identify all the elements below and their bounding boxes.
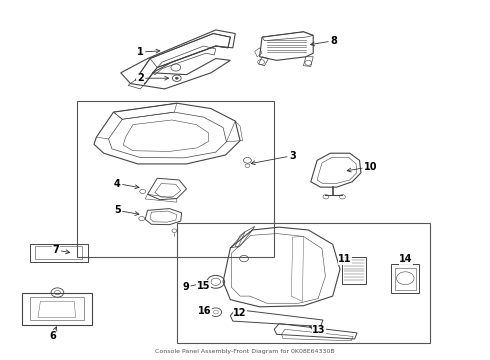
Text: 12: 12 bbox=[233, 308, 247, 318]
Text: 4: 4 bbox=[114, 179, 139, 189]
Text: 3: 3 bbox=[251, 151, 295, 165]
Text: 1: 1 bbox=[137, 47, 160, 57]
Text: 5: 5 bbox=[114, 205, 139, 216]
Circle shape bbox=[175, 77, 178, 79]
Bar bbox=[395, 268, 416, 290]
Text: 13: 13 bbox=[310, 325, 326, 335]
Bar bbox=[77, 102, 274, 257]
Text: 15: 15 bbox=[197, 281, 210, 291]
Bar bbox=[30, 244, 88, 262]
Text: 8: 8 bbox=[311, 36, 337, 46]
Text: 7: 7 bbox=[52, 245, 70, 255]
Bar bbox=[177, 223, 430, 342]
Bar bbox=[30, 297, 84, 320]
Text: 9: 9 bbox=[182, 280, 211, 292]
Bar bbox=[22, 293, 93, 325]
Text: 16: 16 bbox=[198, 306, 212, 316]
Bar bbox=[391, 264, 419, 293]
Bar bbox=[35, 247, 82, 259]
Bar bbox=[343, 257, 366, 284]
Text: 11: 11 bbox=[338, 254, 352, 264]
Text: Console Panel Assembly-Front Diagram for 0K08E64330B: Console Panel Assembly-Front Diagram for… bbox=[155, 349, 335, 354]
Text: 14: 14 bbox=[399, 254, 413, 264]
Text: 2: 2 bbox=[137, 73, 169, 83]
Text: 6: 6 bbox=[49, 327, 57, 341]
Text: 10: 10 bbox=[347, 162, 377, 172]
